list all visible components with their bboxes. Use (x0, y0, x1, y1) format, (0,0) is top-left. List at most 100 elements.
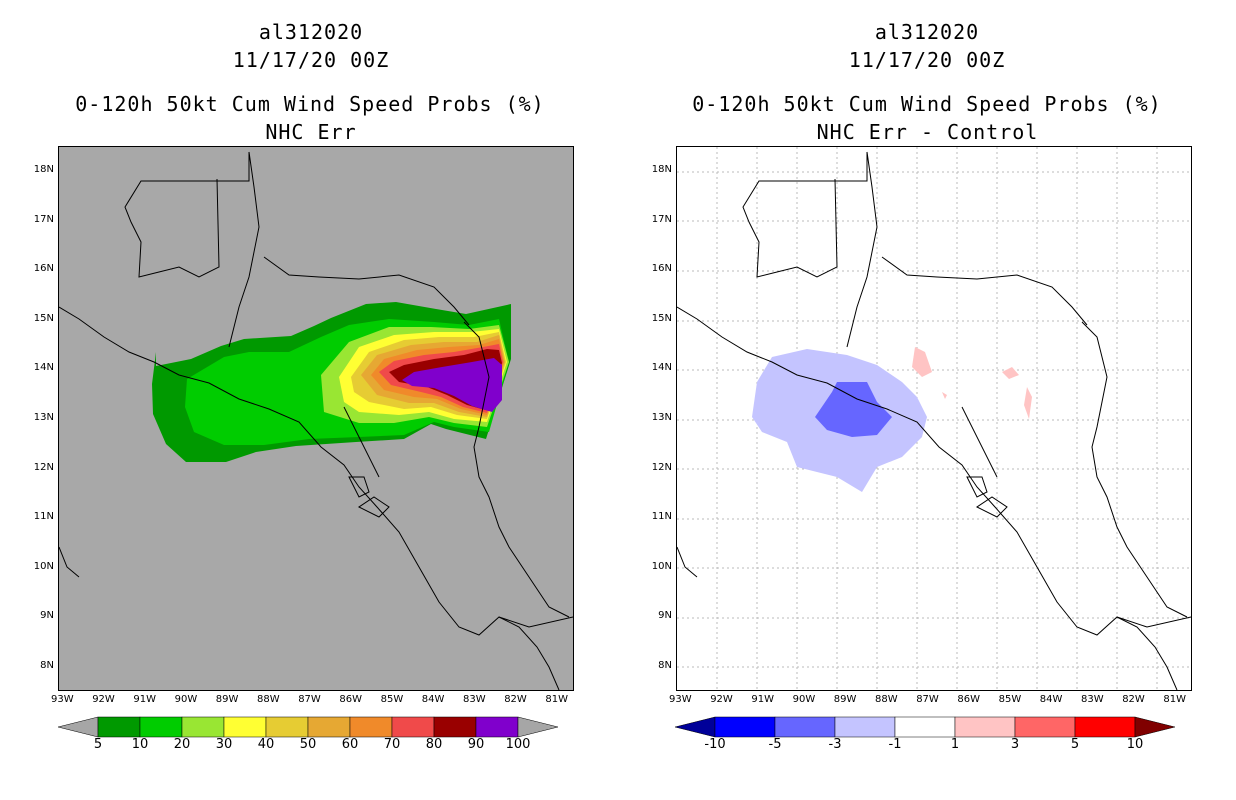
right-subtitle: NHC Err - Control (816, 120, 1039, 144)
colorbar-over-arrow (517, 716, 558, 738)
diff-contour-pos1-a (912, 347, 932, 377)
colorbar-label: 3 (1010, 737, 1020, 752)
lat-tick-label: 12N (33, 461, 54, 473)
colorbar-label: 70 (383, 737, 401, 752)
lat-tick-label: 8N (658, 660, 672, 671)
lon-tick-label: 81W (545, 694, 569, 705)
colorbar-label: 5 (93, 737, 103, 752)
colorbar-label: 1 (950, 737, 960, 752)
lon-tick-label: 88W (875, 694, 898, 705)
lat-tick-label: 8N (40, 660, 54, 671)
lon-tick-label: 82W (504, 694, 527, 705)
colorbar-label: 50 (299, 737, 317, 752)
lat-tick-label: 17N (651, 213, 672, 225)
lon-tick-label: 90W (792, 694, 816, 705)
lon-tick-label: 91W (751, 694, 775, 705)
colorbar-under-arrow (58, 716, 99, 738)
right-grid (677, 147, 1191, 690)
left-product-title: 0-120h 50kt Cum Wind Speed Probs (%) (75, 92, 545, 116)
colorbar-swatch (265, 716, 309, 738)
lat-tick-label: 16N (651, 263, 672, 275)
lon-tick-label: 85W (380, 694, 404, 705)
lon-tick-label: 89W (215, 694, 239, 705)
lon-tick-label: 86W (957, 694, 981, 705)
colorbar-under-arrow (675, 716, 716, 738)
right-colorbar (675, 716, 1175, 738)
lat-tick-label: 11N (651, 511, 672, 523)
colorbar-swatch (894, 716, 956, 738)
right-storm-id: al312020 (874, 20, 980, 44)
lon-tick-label: 88W (257, 694, 280, 705)
colorbar-label: 5 (1070, 737, 1080, 752)
colorbar-label: -5 (768, 737, 782, 752)
lon-tick-label: 93W (669, 694, 692, 705)
right-product-title: 0-120h 50kt Cum Wind Speed Probs (%) (692, 92, 1162, 116)
colorbar-label: 10 (1126, 737, 1144, 752)
left-coastlines (59, 151, 573, 690)
lat-tick-label: 15N (651, 312, 672, 324)
colorbar-label: -10 (704, 737, 726, 752)
colorbar-label: 60 (341, 737, 359, 752)
lon-tick-label: 91W (133, 694, 157, 705)
colorbar-label: 40 (257, 737, 275, 752)
colorbar-swatch (139, 716, 183, 738)
lat-tick-label: 9N (658, 610, 672, 622)
lat-tick-label: 9N (40, 610, 54, 622)
lon-tick-label: 81W (1163, 694, 1187, 705)
colorbar-label: 30 (215, 737, 233, 752)
diff-contour-pos1-b (1002, 367, 1019, 379)
colorbar-swatch (391, 716, 435, 738)
colorbar-label: 10 (131, 737, 149, 752)
left-colorbar (58, 716, 558, 738)
colorbar-swatch (954, 716, 1016, 738)
lat-tick-label: 15N (33, 312, 54, 324)
colorbar-swatch (1014, 716, 1076, 738)
lat-tick-label: 12N (651, 461, 672, 473)
colorbar-swatch (714, 716, 776, 738)
colorbar-label: 80 (425, 737, 443, 752)
lon-tick-label: 85W (998, 694, 1022, 705)
lon-tick-label: 83W (1081, 694, 1104, 705)
colorbar-swatch (181, 716, 225, 738)
colorbar-over-arrow (1134, 716, 1175, 738)
colorbar-swatch (433, 716, 477, 738)
lat-tick-label: 18N (33, 164, 54, 175)
lon-tick-label: 92W (710, 694, 733, 705)
lon-tick-label: 90W (174, 694, 198, 705)
left-map-svg (59, 151, 573, 690)
lat-tick-label: 10N (651, 560, 672, 572)
colorbar-label: -3 (828, 737, 842, 752)
lon-tick-label: 84W (421, 694, 445, 705)
prob-contour-90-100 (402, 358, 502, 412)
colorbar-swatch (349, 716, 393, 738)
lat-tick-label: 13N (651, 412, 672, 423)
colorbar-label: 100 (505, 737, 531, 752)
lon-tick-label: 89W (833, 694, 857, 705)
lon-tick-label: 93W (51, 694, 74, 705)
lat-tick-label: 14N (651, 362, 672, 374)
colorbar-swatch (307, 716, 351, 738)
left-datetime: 11/17/20 00Z (232, 48, 390, 72)
diff-contour-pos1-c (1024, 387, 1032, 419)
lat-tick-label: 17N (33, 213, 54, 225)
right-coastlines (677, 151, 1191, 690)
colorbar-swatch (475, 716, 519, 738)
lon-tick-label: 92W (92, 694, 115, 705)
right-map-svg (677, 147, 1191, 690)
diff-contour-pos1-d (942, 392, 947, 399)
lon-tick-label: 82W (1122, 694, 1145, 705)
lat-tick-label: 13N (33, 412, 54, 423)
colorbar-swatch (223, 716, 267, 738)
lat-tick-label: 14N (33, 362, 54, 374)
lon-tick-label: 84W (1039, 694, 1063, 705)
right-map-panel (676, 146, 1192, 691)
lat-tick-label: 18N (651, 164, 672, 175)
colorbar-swatch (834, 716, 896, 738)
right-datetime: 11/17/20 00Z (848, 48, 1006, 72)
colorbar-label: 90 (467, 737, 485, 752)
lon-tick-label: 87W (916, 694, 939, 705)
lat-tick-label: 11N (33, 511, 54, 523)
lon-tick-label: 83W (463, 694, 486, 705)
diff-contour-neg3-to-neg5 (815, 382, 892, 437)
colorbar-label: -1 (888, 737, 902, 752)
